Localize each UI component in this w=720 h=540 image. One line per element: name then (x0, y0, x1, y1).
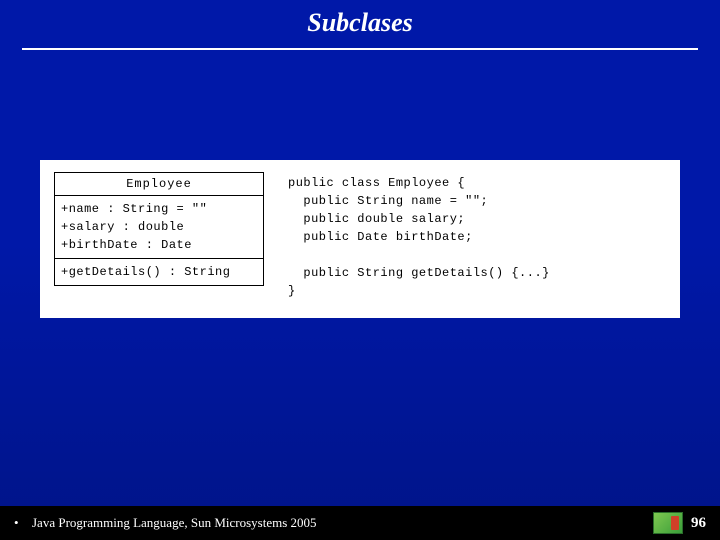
uml-method: +getDetails() : String (61, 263, 257, 281)
logo-icon (653, 512, 683, 534)
uml-methods: +getDetails() : String (55, 258, 263, 285)
slide-footer: • Java Programming Language, Sun Microsy… (0, 506, 720, 540)
uml-class-box: Employee +name : String = "" +salary : d… (54, 172, 264, 286)
uml-attr: +name : String = "" (61, 200, 257, 218)
slide-number: 96 (691, 515, 706, 532)
slide-title: Subclases (0, 8, 720, 38)
uml-attr: +salary : double (61, 218, 257, 236)
uml-attr: +birthDate : Date (61, 236, 257, 254)
footer-text: Java Programming Language, Sun Microsyst… (32, 515, 653, 531)
content-panel: Employee +name : String = "" +salary : d… (40, 160, 680, 318)
uml-attributes: +name : String = "" +salary : double +bi… (55, 195, 263, 258)
slide-header: Subclases (0, 0, 720, 38)
footer-bullet: • (14, 515, 32, 531)
uml-class-name: Employee (55, 173, 263, 195)
uml-diagram: Employee +name : String = "" +salary : d… (54, 172, 264, 300)
header-divider (22, 48, 698, 50)
code-block: public class Employee { public String na… (288, 172, 666, 300)
